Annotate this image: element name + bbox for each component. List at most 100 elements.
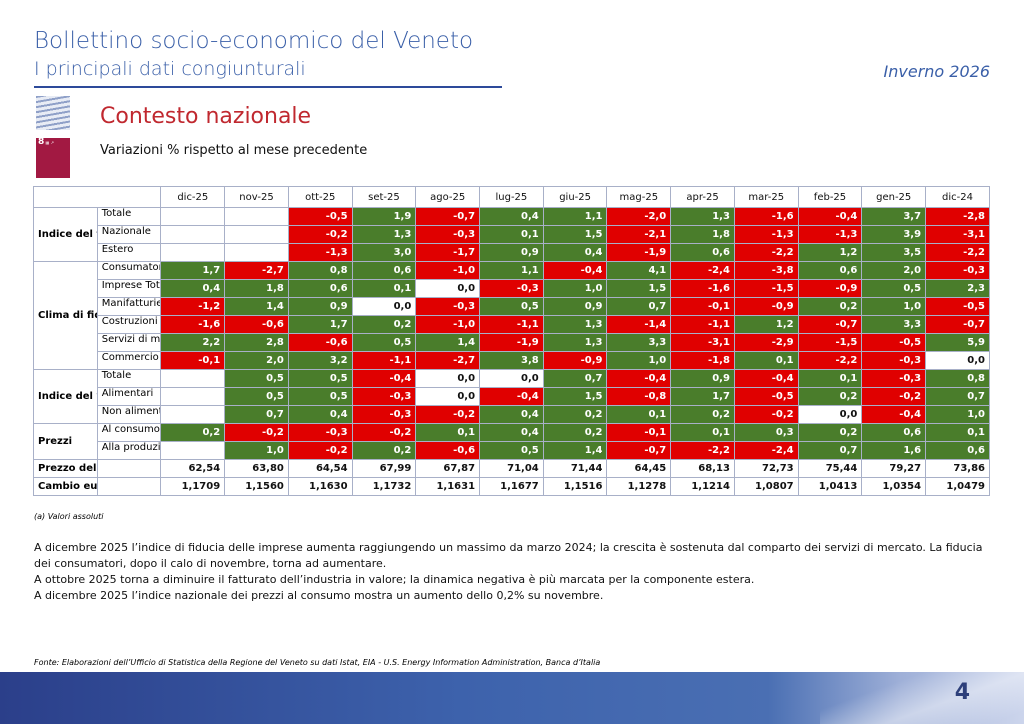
value-cell: -0,6: [224, 315, 289, 334]
value-cell: -0,3: [415, 297, 481, 316]
value-cell: -2,0: [606, 207, 672, 226]
value-cell: -0,1: [670, 297, 735, 316]
column-header: set-25: [351, 186, 417, 208]
value-cell: -0,3: [479, 279, 544, 298]
value-cell: -0,9: [733, 297, 799, 316]
value-cell: 1,0: [606, 351, 672, 370]
value-cell: -0,4: [479, 387, 544, 406]
value-cell: -1,9: [606, 243, 672, 262]
value-cell: 0,0: [415, 369, 481, 388]
row-label: Non alimentari: [96, 405, 162, 424]
table-row: Non alimentari0,70,4-0,3-0,20,40,20,10,2…: [34, 405, 990, 424]
value-cell: 0,5: [287, 387, 353, 406]
value-cell: -0,5: [287, 207, 353, 226]
page-number: 4: [954, 680, 970, 705]
value-cell: 0,4: [287, 405, 353, 424]
value-cell: -0,3: [861, 351, 927, 370]
value-cell: 0,9: [479, 243, 544, 262]
value-cell: [160, 243, 226, 262]
value-cell: 1,1214: [670, 477, 735, 496]
row-group-label: Indice del valore delle vendite: [33, 369, 98, 424]
value-cell: 73,86: [925, 459, 990, 478]
value-cell: 1,6: [861, 441, 927, 460]
value-cell: 67,99: [351, 459, 417, 478]
value-cell: 0,6: [670, 243, 735, 262]
value-cell: 1,1278: [606, 477, 672, 496]
value-cell: 0,1: [351, 279, 417, 298]
value-cell: -2,7: [224, 261, 289, 280]
value-cell: -1,1: [479, 315, 544, 334]
value-cell: -1,7: [415, 243, 481, 262]
value-cell: 0,1: [606, 405, 672, 424]
value-cell: -0,4: [733, 369, 799, 388]
value-cell: 0,4: [479, 405, 544, 424]
row-label: Prezzo del petrolio Brent ($/barile) (a): [33, 459, 98, 478]
value-cell: -0,5: [733, 387, 799, 406]
table-row: Estero -1,3 3,0 -1,7 0,9 0,4 -1,9 0,6 -2,2 1,2 3,5…: [34, 243, 990, 262]
source-note: Fonte: Elaborazioni dell’Ufficio di Stat…: [34, 658, 601, 667]
row-label: Servizi di mercato: [96, 333, 162, 352]
value-cell: 2,0: [224, 351, 289, 370]
value-cell: -2,1: [606, 225, 672, 244]
column-header: nov-25: [224, 186, 289, 208]
value-cell: -1,9: [479, 333, 544, 352]
value-cell: 0,0: [797, 405, 863, 424]
value-cell: 0,6: [351, 261, 417, 280]
value-cell: -2,9: [733, 333, 799, 352]
table-header-row: dic-25 nov-25 ott-25 set-25 ago-25 lug-25 giu-…: [32, 186, 990, 208]
value-cell: 0,4: [479, 423, 544, 442]
value-cell: -0,7: [925, 315, 990, 334]
value-cell: 0,7: [925, 387, 990, 406]
value-cell: -1,3: [797, 225, 863, 244]
value-cell: 0,0: [415, 279, 481, 298]
value-cell: 0,5: [287, 369, 353, 388]
veneto-logo-icon: [36, 96, 70, 130]
row-label-blank: [96, 477, 162, 496]
header-blank: [32, 186, 162, 208]
value-cell: -0,2: [287, 225, 353, 244]
column-header: giu-25: [542, 186, 608, 208]
value-cell: 67,87: [415, 459, 481, 478]
value-cell: 0,1: [925, 423, 990, 442]
value-cell: 1,5: [542, 387, 608, 406]
value-cell: -1,2: [160, 297, 226, 316]
indicators-table: dic-25 nov-25 ott-25 set-25 ago-25 lug-25 giu-…: [32, 186, 990, 496]
value-cell: 0,5: [479, 441, 544, 460]
value-cell: 0,5: [224, 369, 289, 388]
table-row: Alla produzione dell’industria 1,0-0,20,2…: [34, 441, 990, 460]
value-cell: 1,2: [797, 243, 863, 262]
value-cell: -2,8: [925, 207, 990, 226]
value-cell: -0,3: [287, 423, 353, 442]
value-cell: [160, 405, 226, 424]
row-label: Costruzioni: [96, 315, 162, 334]
table-note: (a) Valori assoluti: [34, 512, 104, 521]
value-cell: -3,1: [670, 333, 735, 352]
column-header: ago-25: [415, 186, 481, 208]
value-cell: -0,4: [861, 405, 927, 424]
value-cell: 4,1: [606, 261, 672, 280]
value-cell: [224, 243, 289, 262]
value-cell: 1,1560: [224, 477, 289, 496]
column-header: lug-25: [479, 186, 544, 208]
value-cell: 3,3: [861, 315, 927, 334]
table-row: Commercio al dettaglio-0,12,03,2-1,1-2,7…: [34, 351, 990, 370]
value-cell: -1,4: [606, 315, 672, 334]
value-cell: 0,5: [861, 279, 927, 298]
value-cell: 0,6: [925, 441, 990, 460]
footer-band: [0, 672, 1024, 724]
value-cell: -1,5: [797, 333, 863, 352]
value-cell: 1,5: [542, 225, 608, 244]
row-label: Nazionale: [96, 225, 162, 244]
row-label: Manifatturiere: [96, 297, 162, 316]
row-group-label: Clima di fiducia: [33, 261, 98, 370]
row-label: Al consumo: [96, 423, 162, 442]
value-cell: 0,7: [224, 405, 289, 424]
value-cell: 1,4: [542, 441, 608, 460]
value-cell: 1,4: [224, 297, 289, 316]
value-cell: -1,3: [287, 243, 353, 262]
value-cell: -0,2: [224, 423, 289, 442]
value-cell: 0,4: [160, 279, 226, 298]
table-row: Clima di fiduciaConsumatori1,7-2,70,80,6…: [33, 261, 990, 370]
row-label: Cambio euro/dollaro (a): [33, 477, 98, 496]
table-row: Costruzioni -1,6 -0,6 1,7 0,2 -1,0 -1,1 1,3 -1,4…: [34, 315, 990, 334]
